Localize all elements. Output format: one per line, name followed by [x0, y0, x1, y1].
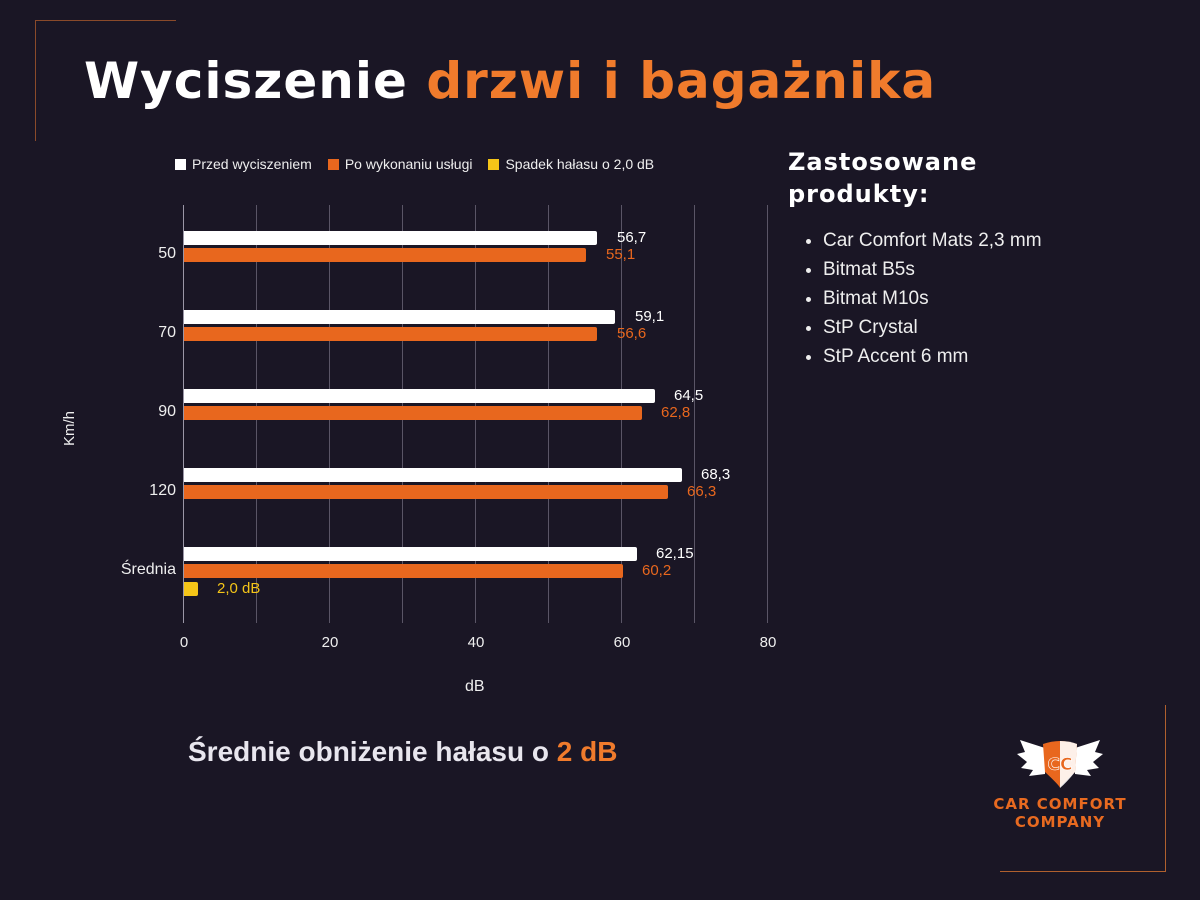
winged-shield-icon: CC	[1017, 740, 1103, 788]
bar-before	[184, 389, 655, 403]
x-tick-label: 80	[759, 634, 777, 651]
value-label-drop: 2,0 dB	[217, 580, 261, 597]
summary-text: Średnie obniżenie hałasu o 2 dB	[188, 736, 617, 768]
products-list: Car Comfort Mats 2,3 mm Bitmat B5s Bitma…	[803, 226, 1042, 371]
company-logo: CC CAR COMFORT COMPANY	[975, 738, 1145, 831]
summary-lead: Średnie obniżenie hałasu o	[188, 736, 557, 767]
gridline	[767, 205, 768, 623]
bar-before	[184, 547, 637, 561]
gridline	[694, 205, 695, 623]
logo-line2: COMPANY	[1014, 813, 1106, 831]
value-label-after: 55,1	[606, 246, 636, 263]
x-tick-label: 40	[467, 634, 485, 651]
bar-after	[184, 564, 623, 578]
value-label-after: 66,3	[687, 483, 717, 500]
legend-item-after: Po wykonaniu usługi	[327, 156, 473, 172]
category-label: 50	[158, 245, 176, 262]
logo-line1: CAR COMFORT	[993, 795, 1127, 813]
bar-before	[184, 310, 615, 324]
legend-swatch-white	[175, 158, 186, 170]
x-tick-label: 60	[613, 634, 631, 651]
gridline	[183, 205, 184, 623]
category-label: 70	[158, 324, 176, 341]
x-tick-label: 0	[179, 634, 189, 651]
product-item: StP Accent 6 mm	[823, 342, 1042, 371]
legend-label: Przed wyciszeniem	[192, 156, 312, 172]
y-axis-label: Km/h	[61, 410, 79, 447]
bar-before	[184, 231, 597, 245]
value-label-before: 59,1	[635, 308, 665, 325]
category-label: Średnia	[120, 561, 176, 578]
chart-legend: Przed wyciszeniem Po wykonaniu usługi Sp…	[175, 156, 654, 172]
corner-frame-bottom-right	[1000, 705, 1166, 872]
product-item: StP Crystal	[823, 313, 1042, 342]
legend-label: Spadek hałasu o 2,0 dB	[505, 156, 655, 172]
value-label-after: 62,8	[661, 404, 691, 421]
svg-text:CC: CC	[1048, 755, 1073, 775]
category-label: 120	[149, 482, 176, 499]
product-item: Bitmat B5s	[823, 255, 1042, 284]
category-label: 90	[158, 403, 176, 420]
summary-highlight: 2 dB	[556, 736, 618, 767]
bar-after	[184, 248, 586, 262]
legend-swatch-orange	[327, 158, 339, 170]
value-label-after: 56,6	[617, 325, 647, 342]
value-label-before: 62,15	[656, 545, 694, 562]
bar-after	[184, 406, 642, 420]
corner-frame-top-left	[35, 20, 176, 141]
legend-item-before: Przed wyciszeniem	[175, 156, 312, 172]
value-label-before: 64,5	[674, 387, 704, 404]
value-label-after: 60,2	[642, 562, 672, 579]
title-white: Wyciszenie	[84, 52, 427, 110]
legend-swatch-yellow	[488, 158, 500, 170]
legend-label: Po wykonaniu usługi	[344, 156, 473, 172]
value-label-before: 68,3	[701, 466, 731, 483]
bar-drop	[184, 582, 198, 596]
legend-item-drop: Spadek hałasu o 2,0 dB	[488, 156, 654, 172]
product-item: Car Comfort Mats 2,3 mm	[823, 226, 1042, 255]
bar-after	[184, 485, 668, 499]
bar-chart: 50 56,7 55,1 70 59,1 56,6 90 64,5 62,8 1…	[61, 205, 777, 695]
page-title: Wyciszenie drzwi i bagażnika	[84, 52, 936, 110]
products-title: Zastosowane produkty:	[788, 148, 978, 208]
title-orange: drzwi i bagażnika	[426, 52, 937, 110]
value-label-before: 56,7	[617, 229, 647, 246]
bar-after	[184, 327, 597, 341]
bar-before	[184, 468, 682, 482]
x-axis-label: dB	[465, 678, 485, 695]
product-item: Bitmat M10s	[823, 284, 1042, 313]
x-tick-label: 20	[321, 634, 339, 651]
